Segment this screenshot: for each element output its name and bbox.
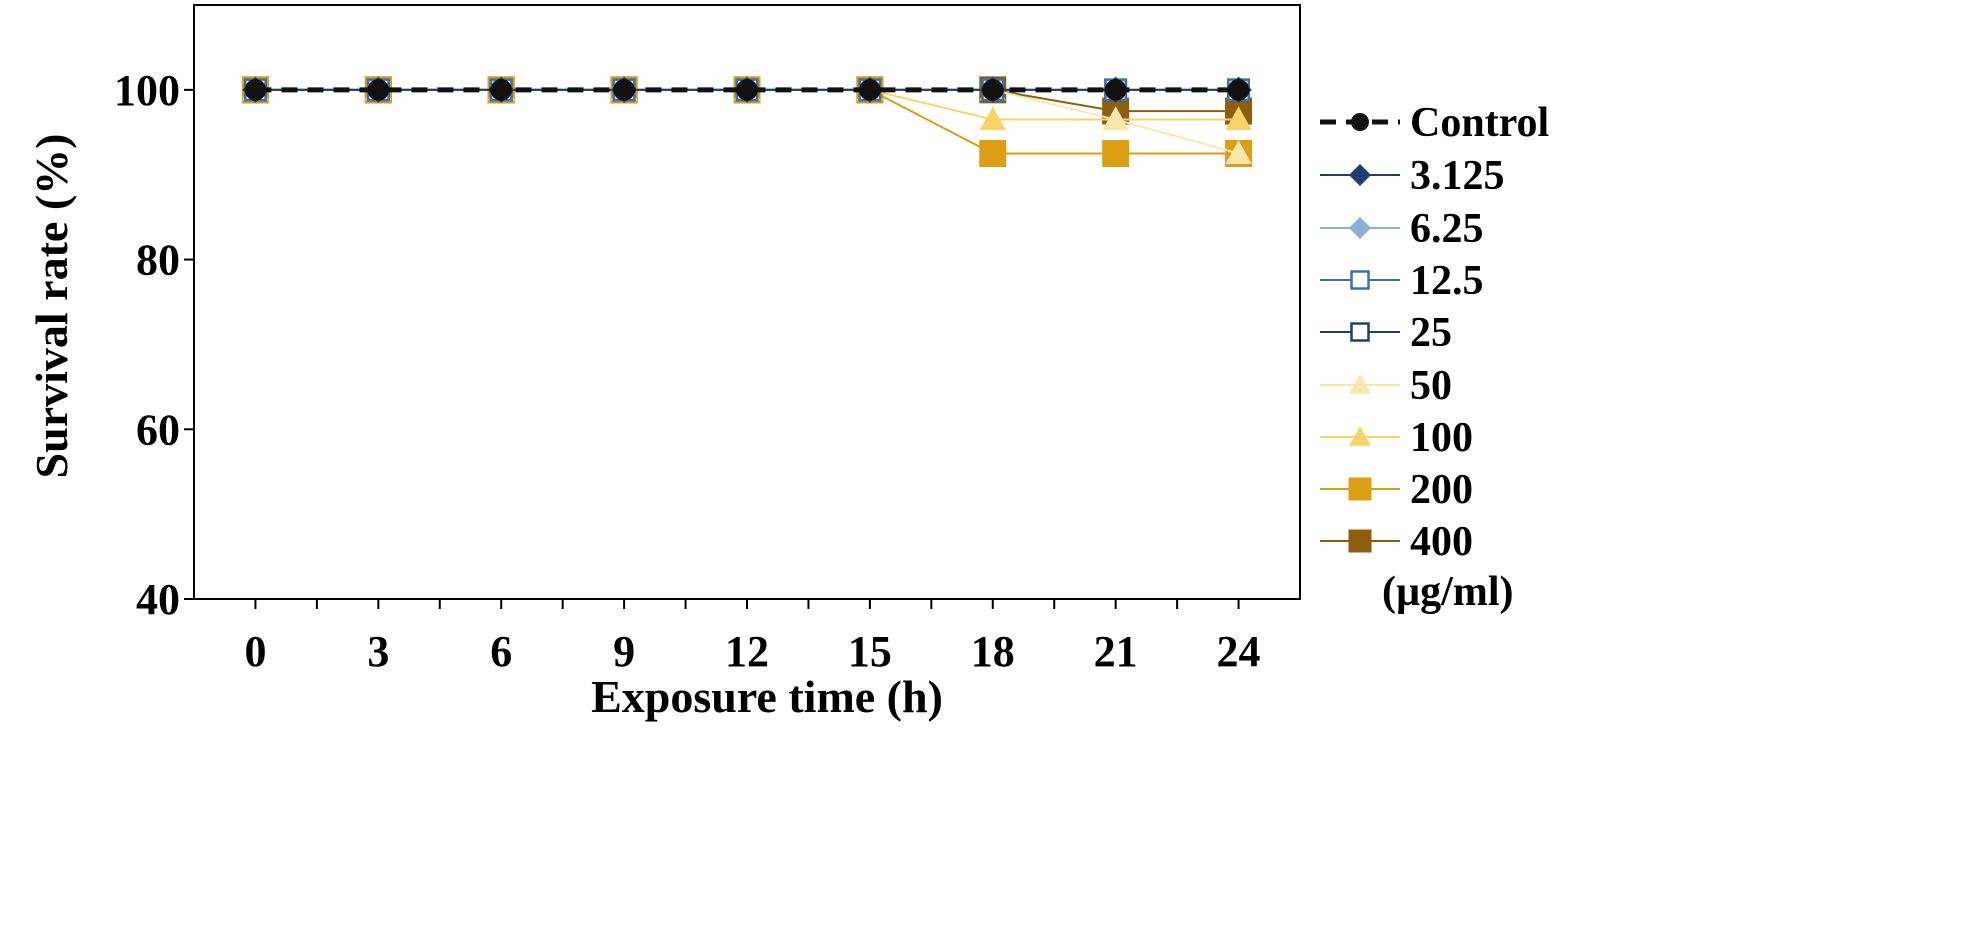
legend-label: 6.25 <box>1410 206 1484 252</box>
legend-marker <box>1349 164 1371 186</box>
legend-label: 3.125 <box>1410 153 1505 199</box>
legend-item-control: Control <box>1320 100 1549 146</box>
x-tick-label: 12 <box>725 627 769 676</box>
data-point-200 <box>1102 140 1130 167</box>
legend-unit: (µg/ml) <box>1382 569 1514 615</box>
legend-marker <box>1349 217 1371 239</box>
x-tick-label: 18 <box>971 627 1015 676</box>
x-tick-label: 9 <box>613 627 635 676</box>
x-tick-label: 15 <box>848 627 892 676</box>
legend-item-25: 25 <box>1320 310 1452 356</box>
x-tick-label: 3 <box>367 627 389 676</box>
legend-marker <box>1349 374 1371 394</box>
data-point-control <box>1104 79 1127 101</box>
legend-label: 200 <box>1410 467 1473 513</box>
legend-label: Control <box>1410 100 1549 146</box>
legend-label: 50 <box>1410 363 1452 409</box>
data-point-control <box>367 79 390 101</box>
legend-item-400: 400 <box>1320 519 1473 565</box>
data-point-50 <box>1225 140 1252 165</box>
legend-marker <box>1351 113 1369 131</box>
legend-label: 25 <box>1410 310 1452 356</box>
y-axis-title: Survival rate (%) <box>26 134 77 479</box>
legend: Control 3.125 6.25 12.5 25 50 100 200 400(µg/ml) <box>1320 100 1549 615</box>
data-point-control <box>736 79 758 101</box>
legend-marker <box>1348 477 1372 501</box>
y-tick-label: 40 <box>136 575 180 624</box>
x-tick-label: 21 <box>1094 627 1138 676</box>
y-tick-label: 80 <box>136 236 180 285</box>
legend-marker <box>1348 529 1372 553</box>
series-layer <box>241 76 1253 167</box>
y-tick-label: 60 <box>136 405 180 454</box>
legend-item-100: 100 <box>1320 415 1473 461</box>
legend-marker <box>1349 426 1371 446</box>
legend-marker <box>1350 322 1370 342</box>
x-axis-title: Exposure time (h) <box>591 671 943 722</box>
legend-item-3-125: 3.125 <box>1320 153 1505 199</box>
data-point-control <box>613 79 635 101</box>
data-point-50 <box>1102 106 1129 131</box>
legend-item-6-25: 6.25 <box>1320 206 1484 252</box>
legend-marker <box>1350 270 1370 290</box>
legend-item-50: 50 <box>1320 363 1452 409</box>
legend-label: 400 <box>1410 519 1473 565</box>
data-point-control <box>981 79 1004 101</box>
legend-item-12-5: 12.5 <box>1320 258 1484 304</box>
legend-item-200: 200 <box>1320 467 1473 513</box>
data-point-control <box>859 79 881 101</box>
data-point-control <box>490 79 513 101</box>
x-tick-label: 6 <box>490 627 512 676</box>
x-tick-label: 0 <box>244 627 266 676</box>
legend-label: 12.5 <box>1410 258 1484 304</box>
data-point-200 <box>979 140 1007 167</box>
y-tick-label: 100 <box>114 66 180 115</box>
data-point-100 <box>1225 106 1252 131</box>
series-control <box>244 79 1250 101</box>
data-point-control <box>244 79 267 101</box>
data-point-control <box>1227 79 1250 101</box>
legend-label: 100 <box>1410 415 1473 461</box>
x-tick-label: 24 <box>1217 627 1261 676</box>
x-axis: 0 3 6 9 12 15 18 21 24 <box>244 599 1261 676</box>
data-point-100 <box>979 106 1006 131</box>
y-axis: 40 60 80 100 <box>114 66 194 624</box>
